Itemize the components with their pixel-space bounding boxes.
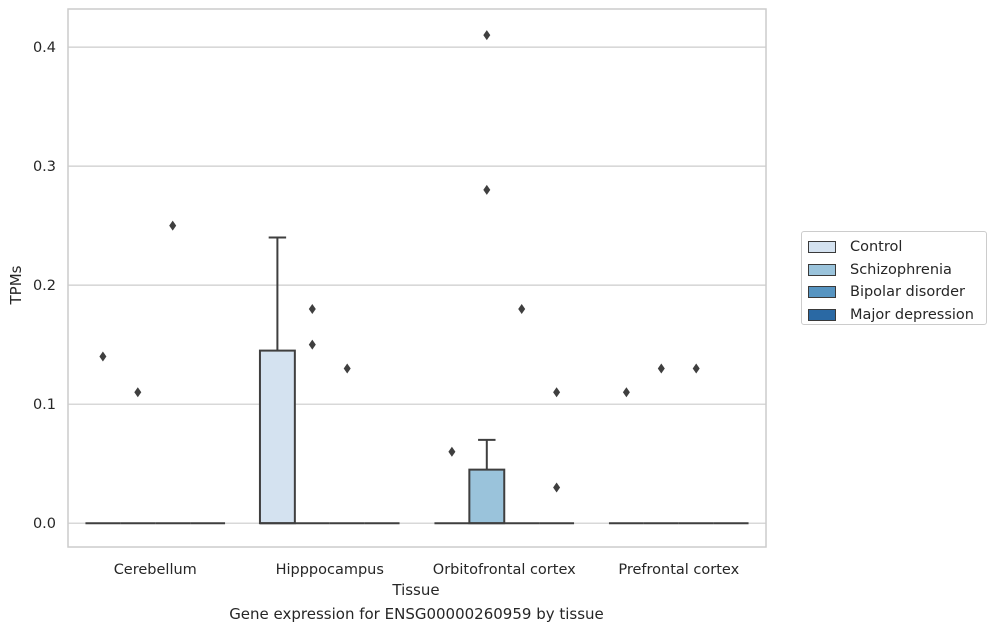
legend-item: Control — [808, 236, 986, 259]
legend-item: Bipolar disorder — [808, 281, 986, 304]
legend-label: Major depression — [850, 306, 974, 323]
gridlines — [68, 46, 766, 524]
outlier-point — [134, 387, 142, 398]
legend-swatch — [808, 241, 836, 254]
box-schizophrenia — [120, 387, 156, 525]
box-control — [85, 351, 121, 525]
legend-item: Major depression — [808, 304, 986, 327]
outlier-point — [169, 220, 177, 231]
plot-frame — [67, 8, 767, 548]
legend-item: Schizophrenia — [808, 259, 986, 282]
outlier-point — [553, 482, 561, 493]
y-axis-label: TPMs — [7, 265, 25, 305]
box-body — [258, 349, 296, 525]
box-control — [434, 446, 470, 525]
box-bipolar-disorder — [678, 363, 714, 525]
outlier-point — [448, 446, 456, 457]
outlier-point — [308, 339, 316, 350]
x-tick-label: Hipppocampus — [276, 562, 384, 578]
outlier-point — [622, 387, 630, 398]
legend: Control Schizophrenia Bipolar disorder Majo… — [801, 231, 987, 325]
legend-label: Schizophrenia — [850, 261, 952, 278]
outlier-point — [518, 303, 526, 314]
plot-area — [85, 30, 749, 525]
x-tick-label: Prefrontal cortex — [618, 562, 739, 578]
y-tick-label: 0.2 — [33, 278, 56, 294]
box-control — [608, 387, 644, 525]
box-control — [258, 236, 296, 525]
x-tick-label: Orbitofrontal cortex — [433, 562, 576, 578]
outlier-point — [483, 184, 491, 195]
outlier-point — [483, 30, 491, 41]
outlier-point — [692, 363, 700, 374]
outlier-point — [99, 351, 107, 362]
x-tick-label: Cerebellum — [114, 562, 197, 578]
outlier-point — [657, 363, 665, 374]
outlier-point — [553, 387, 561, 398]
legend-swatch — [808, 308, 836, 321]
y-axis-ticks: 0.0 0.1 0.2 0.3 0.4 — [33, 40, 56, 532]
box-schizophrenia — [643, 363, 679, 525]
box-major-depression — [539, 387, 575, 525]
y-tick-label: 0.4 — [33, 40, 56, 56]
box-bipolar-disorder — [329, 363, 365, 525]
y-tick-label: 0.1 — [33, 397, 56, 413]
legend-label: Control — [850, 239, 903, 256]
x-axis-label: Tissue — [391, 581, 439, 599]
x-axis-ticks: Cerebellum Hipppocampus Orbitofrontal cort… — [114, 562, 740, 578]
chart-caption: Gene expression for ENSG00000260959 by t… — [229, 605, 604, 623]
outlier-point — [343, 363, 351, 374]
box-schizophrenia — [294, 303, 330, 525]
outlier-point — [308, 303, 316, 314]
y-tick-label: 0.0 — [33, 516, 56, 532]
legend-swatch — [808, 263, 836, 276]
box-body — [468, 468, 506, 525]
legend-swatch — [808, 286, 836, 299]
box-bipolar-disorder — [504, 303, 540, 525]
box-bipolar-disorder — [155, 220, 191, 525]
legend-label: Bipolar disorder — [850, 284, 965, 301]
box-schizophrenia — [468, 30, 506, 525]
y-tick-label: 0.3 — [33, 159, 56, 175]
